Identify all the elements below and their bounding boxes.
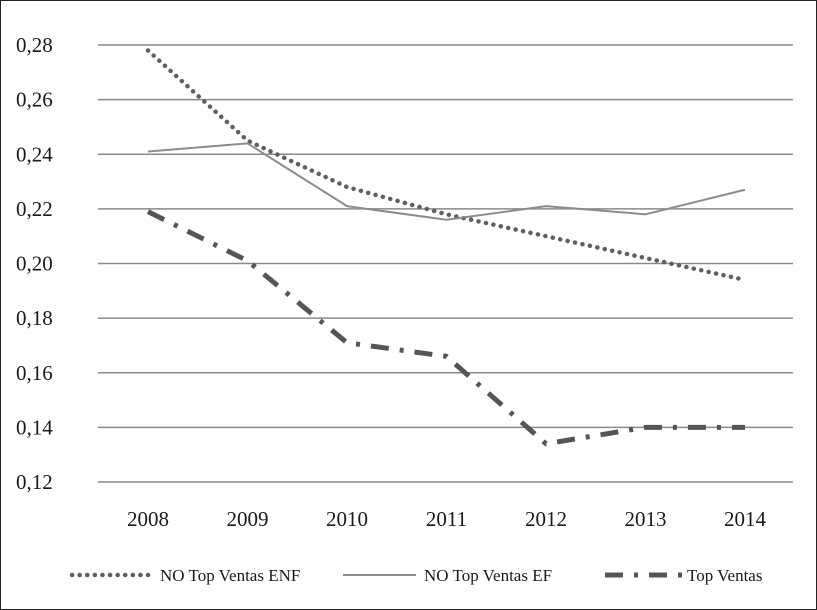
y-tick-label: 0,22 bbox=[16, 197, 53, 221]
y-tick-label: 0,24 bbox=[16, 142, 53, 166]
y-tick-label: 0,16 bbox=[16, 361, 53, 385]
legend: NO Top Ventas ENF NO Top Ventas EF Top Ven… bbox=[69, 566, 762, 585]
x-tick-label: 2011 bbox=[426, 507, 467, 531]
grid-lines bbox=[98, 44, 793, 483]
legend-label: NO Top Ventas EF bbox=[424, 566, 552, 585]
x-tick-label: 2013 bbox=[625, 507, 667, 531]
y-tick-label: 0,28 bbox=[16, 33, 53, 57]
y-tick-label: 0,14 bbox=[16, 415, 53, 439]
x-tick-label: 2014 bbox=[724, 507, 767, 531]
series-line-2 bbox=[146, 209, 745, 447]
x-tick-label: 2012 bbox=[525, 507, 567, 531]
legend-label: Top Ventas bbox=[687, 566, 762, 585]
y-tick-label: 0,18 bbox=[16, 306, 53, 330]
series-lines bbox=[145, 48, 748, 447]
x-tick-label: 2010 bbox=[326, 507, 368, 531]
y-tick-label: 0,12 bbox=[16, 470, 53, 494]
y-tick-label: 0,20 bbox=[16, 252, 53, 276]
x-axis-ticks: 2008 2009 2010 2011 2012 2013 2014 bbox=[127, 507, 767, 531]
x-tick-label: 2009 bbox=[227, 507, 269, 531]
legend-label: NO Top Ventas ENF bbox=[160, 566, 300, 585]
series-line-0 bbox=[145, 48, 748, 283]
x-tick-label: 2008 bbox=[127, 507, 169, 531]
y-tick-label: 0,26 bbox=[16, 88, 53, 112]
y-axis-ticks: 0,12 0,14 0,16 0,18 0,20 0,22 0,24 0,26 0,28 bbox=[16, 33, 53, 494]
